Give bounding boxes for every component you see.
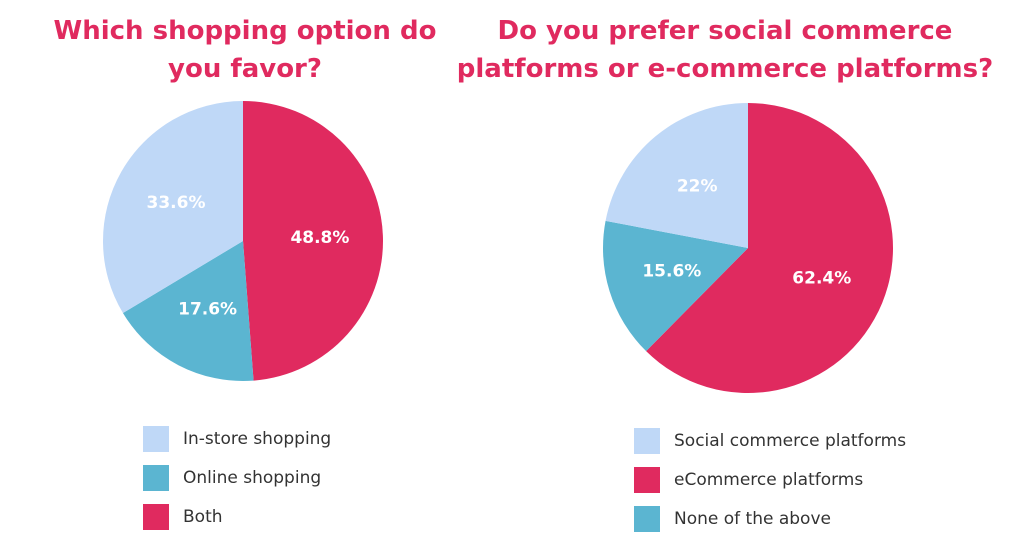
- pie-label-none-of-the-above: 15.6%: [642, 262, 701, 282]
- pie-slice-online-shopping: [122, 241, 254, 381]
- legend-swatch: [143, 503, 169, 530]
- legend-swatch: [634, 466, 660, 493]
- pie-label-online-shopping: 17.6%: [178, 299, 237, 319]
- legend-label: Online shopping: [183, 467, 322, 488]
- legend-swatch: [634, 427, 660, 454]
- pie-slice-social-commerce-platforms: [605, 103, 748, 248]
- pie-slice-in-store-shopping: [102, 101, 243, 314]
- pie-chart-shopping-option: 48.8% 17.6% 33.6%: [102, 101, 383, 381]
- legend-item: In-store shopping: [143, 419, 331, 458]
- legend-item: Both: [143, 497, 331, 536]
- pie-slice-ecommerce-platforms: [646, 103, 893, 393]
- legend-label: Social commerce platforms: [674, 430, 907, 451]
- chart-title-platform-preference: Do you prefer social commerce platforms …: [456, 16, 994, 84]
- pie-label-both: 48.8%: [290, 228, 349, 248]
- legend-label: eCommerce platforms: [674, 469, 864, 490]
- pie-label-ecommerce-platforms: 62.4%: [792, 268, 851, 288]
- legend-swatch: [143, 464, 169, 491]
- chart-title-shopping-option: Which shopping option do you favor?: [53, 16, 437, 84]
- legend-label: Both: [183, 506, 223, 527]
- legend-label: None of the above: [674, 508, 831, 529]
- legend-shopping-option: In-store shopping Online shopping Both: [143, 419, 331, 536]
- legend-item: None of the above: [634, 499, 906, 538]
- legend-swatch: [143, 425, 169, 452]
- legend-item: Social commerce platforms: [634, 421, 906, 460]
- pie-chart-platform-preference: 62.4% 15.6% 22%: [603, 103, 893, 393]
- legend-label: In-store shopping: [183, 428, 332, 449]
- legend-item: Online shopping: [143, 458, 331, 497]
- legend-platform-preference: Social commerce platforms eCommerce plat…: [634, 421, 906, 538]
- pie-slice-none-of-the-above: [603, 220, 748, 352]
- pie-slice-both: [243, 101, 383, 381]
- pie-label-social-commerce-platforms: 22%: [677, 177, 718, 197]
- pie-label-in-store-shopping: 33.6%: [147, 193, 206, 213]
- legend-swatch: [634, 505, 660, 532]
- legend-item: eCommerce platforms: [634, 460, 906, 499]
